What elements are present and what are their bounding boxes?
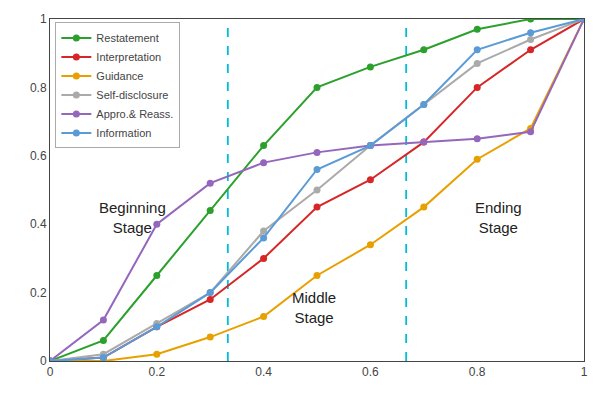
svg-text:0.8: 0.8	[30, 81, 47, 95]
svg-text:0.2: 0.2	[30, 286, 47, 300]
svg-text:Self-disclosure: Self-disclosure	[96, 89, 168, 101]
svg-text:0.2: 0.2	[148, 365, 165, 379]
svg-text:0.4: 0.4	[30, 217, 47, 231]
svg-text:0: 0	[47, 365, 54, 379]
svg-text:Information: Information	[96, 127, 151, 139]
svg-text:1: 1	[40, 12, 47, 26]
svg-text:EndingStage: EndingStage	[475, 199, 522, 236]
svg-text:Appro.& Reass.: Appro.& Reass.	[96, 108, 173, 120]
svg-text:0.8: 0.8	[469, 365, 486, 379]
svg-text:0.6: 0.6	[362, 365, 379, 379]
svg-text:0.4: 0.4	[255, 365, 272, 379]
svg-text:Interpretation: Interpretation	[96, 51, 161, 63]
svg-text:1: 1	[581, 365, 588, 379]
svg-text:0: 0	[40, 354, 47, 368]
svg-text:BeginningStage: BeginningStage	[99, 199, 166, 236]
svg-text:Guidance: Guidance	[96, 70, 143, 82]
svg-text:MiddleStage: MiddleStage	[292, 289, 336, 326]
svg-text:0.6: 0.6	[30, 149, 47, 163]
svg-text:Restatement: Restatement	[96, 32, 158, 44]
